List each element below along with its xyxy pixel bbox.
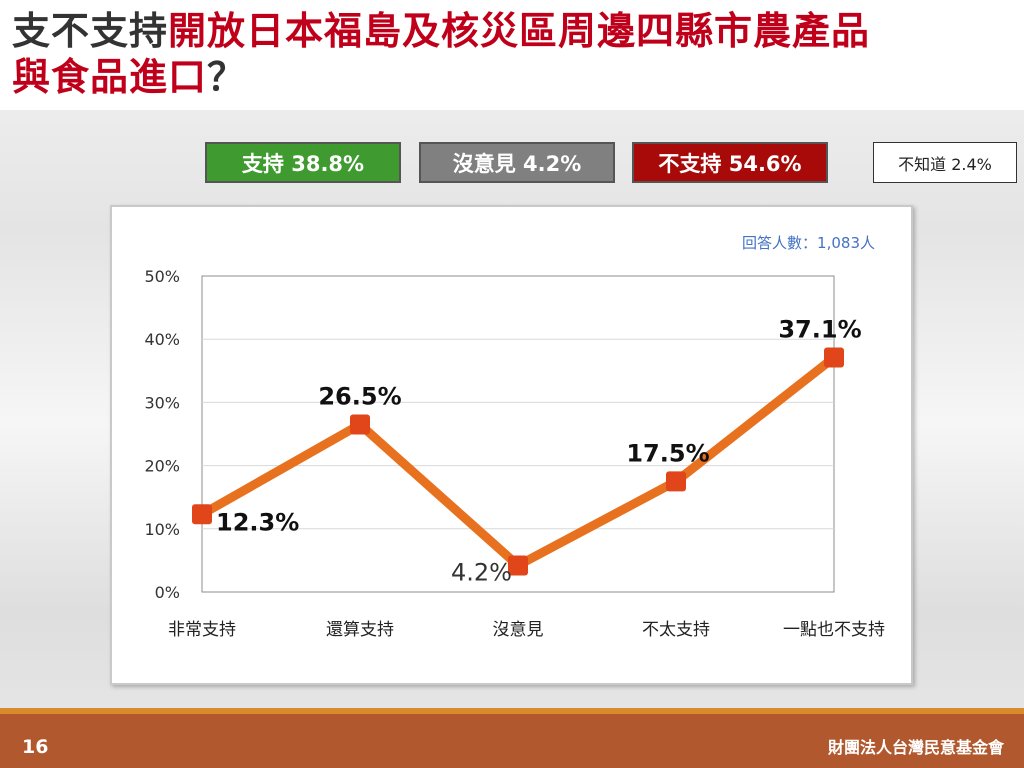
oppose-summary-box: 不支持 54.6% <box>632 142 828 183</box>
y-tick-label: 0% <box>155 583 180 602</box>
x-category-label: 不太支持 <box>642 620 710 640</box>
neutral-summary-box: 沒意見 4.2% <box>419 142 615 183</box>
title-red-part-2: 與食品進口 <box>12 55 208 99</box>
page-number: 16 <box>22 736 49 758</box>
footer: 16 財團法人台灣民意基金會 <box>0 708 1024 768</box>
title-line-2: 與食品進口？ <box>12 54 1024 100</box>
unknown-summary-box: 不知道 2.4% <box>873 142 1017 183</box>
y-tick-label: 10% <box>144 520 180 539</box>
title-dark-part: 支不支持 <box>12 9 169 53</box>
data-label: 17.5% <box>626 439 709 467</box>
data-point-marker <box>666 471 686 492</box>
respondent-count: 回答人數：1,083人 <box>742 234 875 252</box>
data-label: 26.5% <box>318 383 401 411</box>
data-point-marker <box>192 504 212 525</box>
page-title: 支不支持開放日本福島及核災區周邊四縣市農產品 與食品進口？ <box>12 8 1024 100</box>
data-point-marker <box>824 347 844 368</box>
x-category-label: 還算支持 <box>326 620 394 640</box>
title-question-mark: ？ <box>207 55 247 99</box>
support-summary-box: 支持 38.8% <box>205 142 401 183</box>
x-category-label: 一點也不支持 <box>783 620 885 640</box>
line-chart: 0% 10% 20% 30% 40% 50% 非常支持 還算支持 沒意見 不太支持 一點也不支持 12… <box>144 267 885 640</box>
chart-panel: 回答人數：1,083人 0% 10% 20% 30% 40% 50% 非常支持 還算支持 沒意見… <box>110 205 913 685</box>
data-label: 12.3% <box>216 508 299 536</box>
title-line-1: 支不支持開放日本福島及核災區周邊四縣市農產品 <box>12 8 1024 54</box>
data-label: 4.2% <box>451 558 512 586</box>
y-tick-label: 50% <box>144 267 180 286</box>
x-category-label: 沒意見 <box>493 620 544 640</box>
y-tick-label: 40% <box>144 330 180 349</box>
y-tick-label: 20% <box>144 457 180 476</box>
data-point-marker <box>508 555 528 576</box>
data-label: 37.1% <box>778 316 861 344</box>
x-category-label: 非常支持 <box>168 620 236 640</box>
title-red-part-1: 開放日本福島及核災區周邊四縣市農產品 <box>168 9 871 53</box>
y-tick-label: 30% <box>144 393 180 412</box>
title-bar: 支不支持開放日本福島及核災區周邊四縣市農產品 與食品進口？ <box>0 0 1024 110</box>
organization-name: 財團法人台灣民意基金會 <box>827 738 1004 757</box>
data-point-marker <box>350 414 370 435</box>
plot-area <box>201 275 835 593</box>
